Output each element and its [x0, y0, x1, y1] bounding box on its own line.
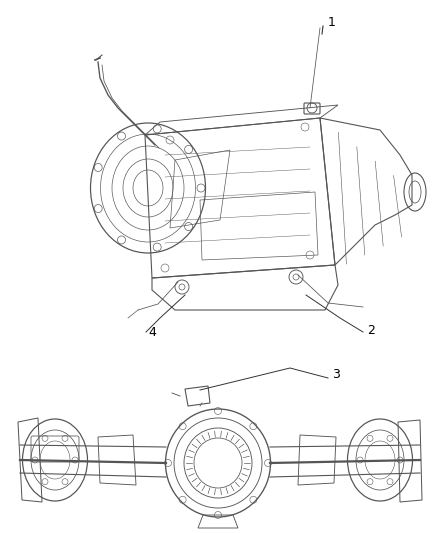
- Text: 1: 1: [328, 15, 336, 28]
- Text: 4: 4: [148, 326, 156, 338]
- Text: 3: 3: [332, 368, 340, 382]
- Text: 2: 2: [367, 324, 375, 336]
